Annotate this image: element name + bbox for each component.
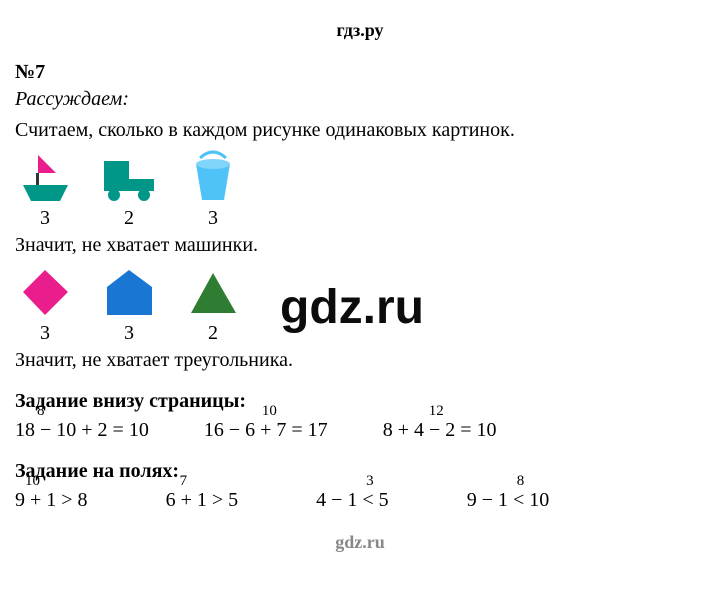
bottom-equations: 8 18 − 10 + 2 = 10 10 16 − 6 + 7 = 17 12… — [15, 419, 705, 442]
eq-text-m3: 4 − 1 < 5 — [316, 489, 389, 511]
boat-count: 3 — [40, 207, 50, 230]
footer: gdz.ru — [15, 532, 705, 553]
diamond-icon — [15, 265, 75, 320]
pentagon-item: 3 — [99, 265, 159, 345]
equation-b3: 12 8 + 4 − 2 = 10 — [383, 419, 497, 442]
eq-text-m1: 9 + 1 > 8 — [15, 489, 88, 511]
conclusion-1: Значит, не хватает машинки. — [15, 234, 705, 257]
boat-icon — [15, 150, 75, 205]
sup-m4: 8 — [517, 473, 525, 490]
bucket-item: 3 — [183, 150, 243, 230]
sup-m1: 10 — [25, 473, 40, 490]
bucket-count: 3 — [208, 207, 218, 230]
section-bottom-title: Задание внизу страницы: — [15, 390, 705, 413]
diamond-item: 3 — [15, 265, 75, 345]
boat-item: 3 — [15, 150, 75, 230]
conclusion-2: Значит, не хватает треугольника. — [15, 349, 705, 372]
section-margin-title: Задание на полях: — [15, 460, 705, 483]
shapes-row-2: 3 3 2 — [15, 265, 705, 345]
problem-number: №7 — [15, 61, 705, 84]
triangle-icon — [183, 265, 243, 320]
equation-b2: 10 16 − 6 + 7 = 17 — [204, 419, 328, 442]
bucket-icon — [183, 150, 243, 205]
reasoning-label: Рассуждаем: — [15, 88, 705, 111]
equation-b1: 8 18 − 10 + 2 = 10 — [15, 419, 149, 442]
equation-m2: 7 6 + 1 > 5 — [166, 489, 239, 512]
triangle-item: 2 — [183, 265, 243, 345]
sup-m3: 3 — [366, 473, 374, 490]
equation-m3: 3 4 − 1 < 5 — [316, 489, 389, 512]
equation-m4: 8 9 − 1 < 10 — [467, 489, 550, 512]
eq-text-b3: 8 + 4 − 2 = 10 — [383, 419, 497, 441]
eq-text-m2: 6 + 1 > 5 — [166, 489, 239, 511]
pentagon-count: 3 — [124, 322, 134, 345]
eq-text-m4: 9 − 1 < 10 — [467, 489, 550, 511]
truck-count: 2 — [124, 207, 134, 230]
pentagon-icon — [99, 265, 159, 320]
triangle-count: 2 — [208, 322, 218, 345]
sup-m2: 7 — [180, 473, 188, 490]
sup-b2: 10 — [262, 403, 277, 420]
eq-text-b1: 18 − 10 + 2 = 10 — [15, 419, 149, 441]
sup-b1: 8 — [37, 403, 45, 420]
eq-text-b2: 16 − 6 + 7 = 17 — [204, 419, 328, 441]
sup-b3: 12 — [429, 403, 444, 420]
equation-m1: 10 9 + 1 > 8 — [15, 489, 88, 512]
shapes-row-1: 3 2 3 — [15, 150, 705, 230]
intro-text: Считаем, сколько в каждом рисунке одинак… — [15, 119, 705, 142]
margin-equations: 10 9 + 1 > 8 7 6 + 1 > 5 3 4 − 1 < 5 8 9… — [15, 489, 705, 512]
diamond-count: 3 — [40, 322, 50, 345]
site-header: гдз.ру — [15, 20, 705, 41]
truck-icon — [99, 150, 159, 205]
truck-item: 2 — [99, 150, 159, 230]
